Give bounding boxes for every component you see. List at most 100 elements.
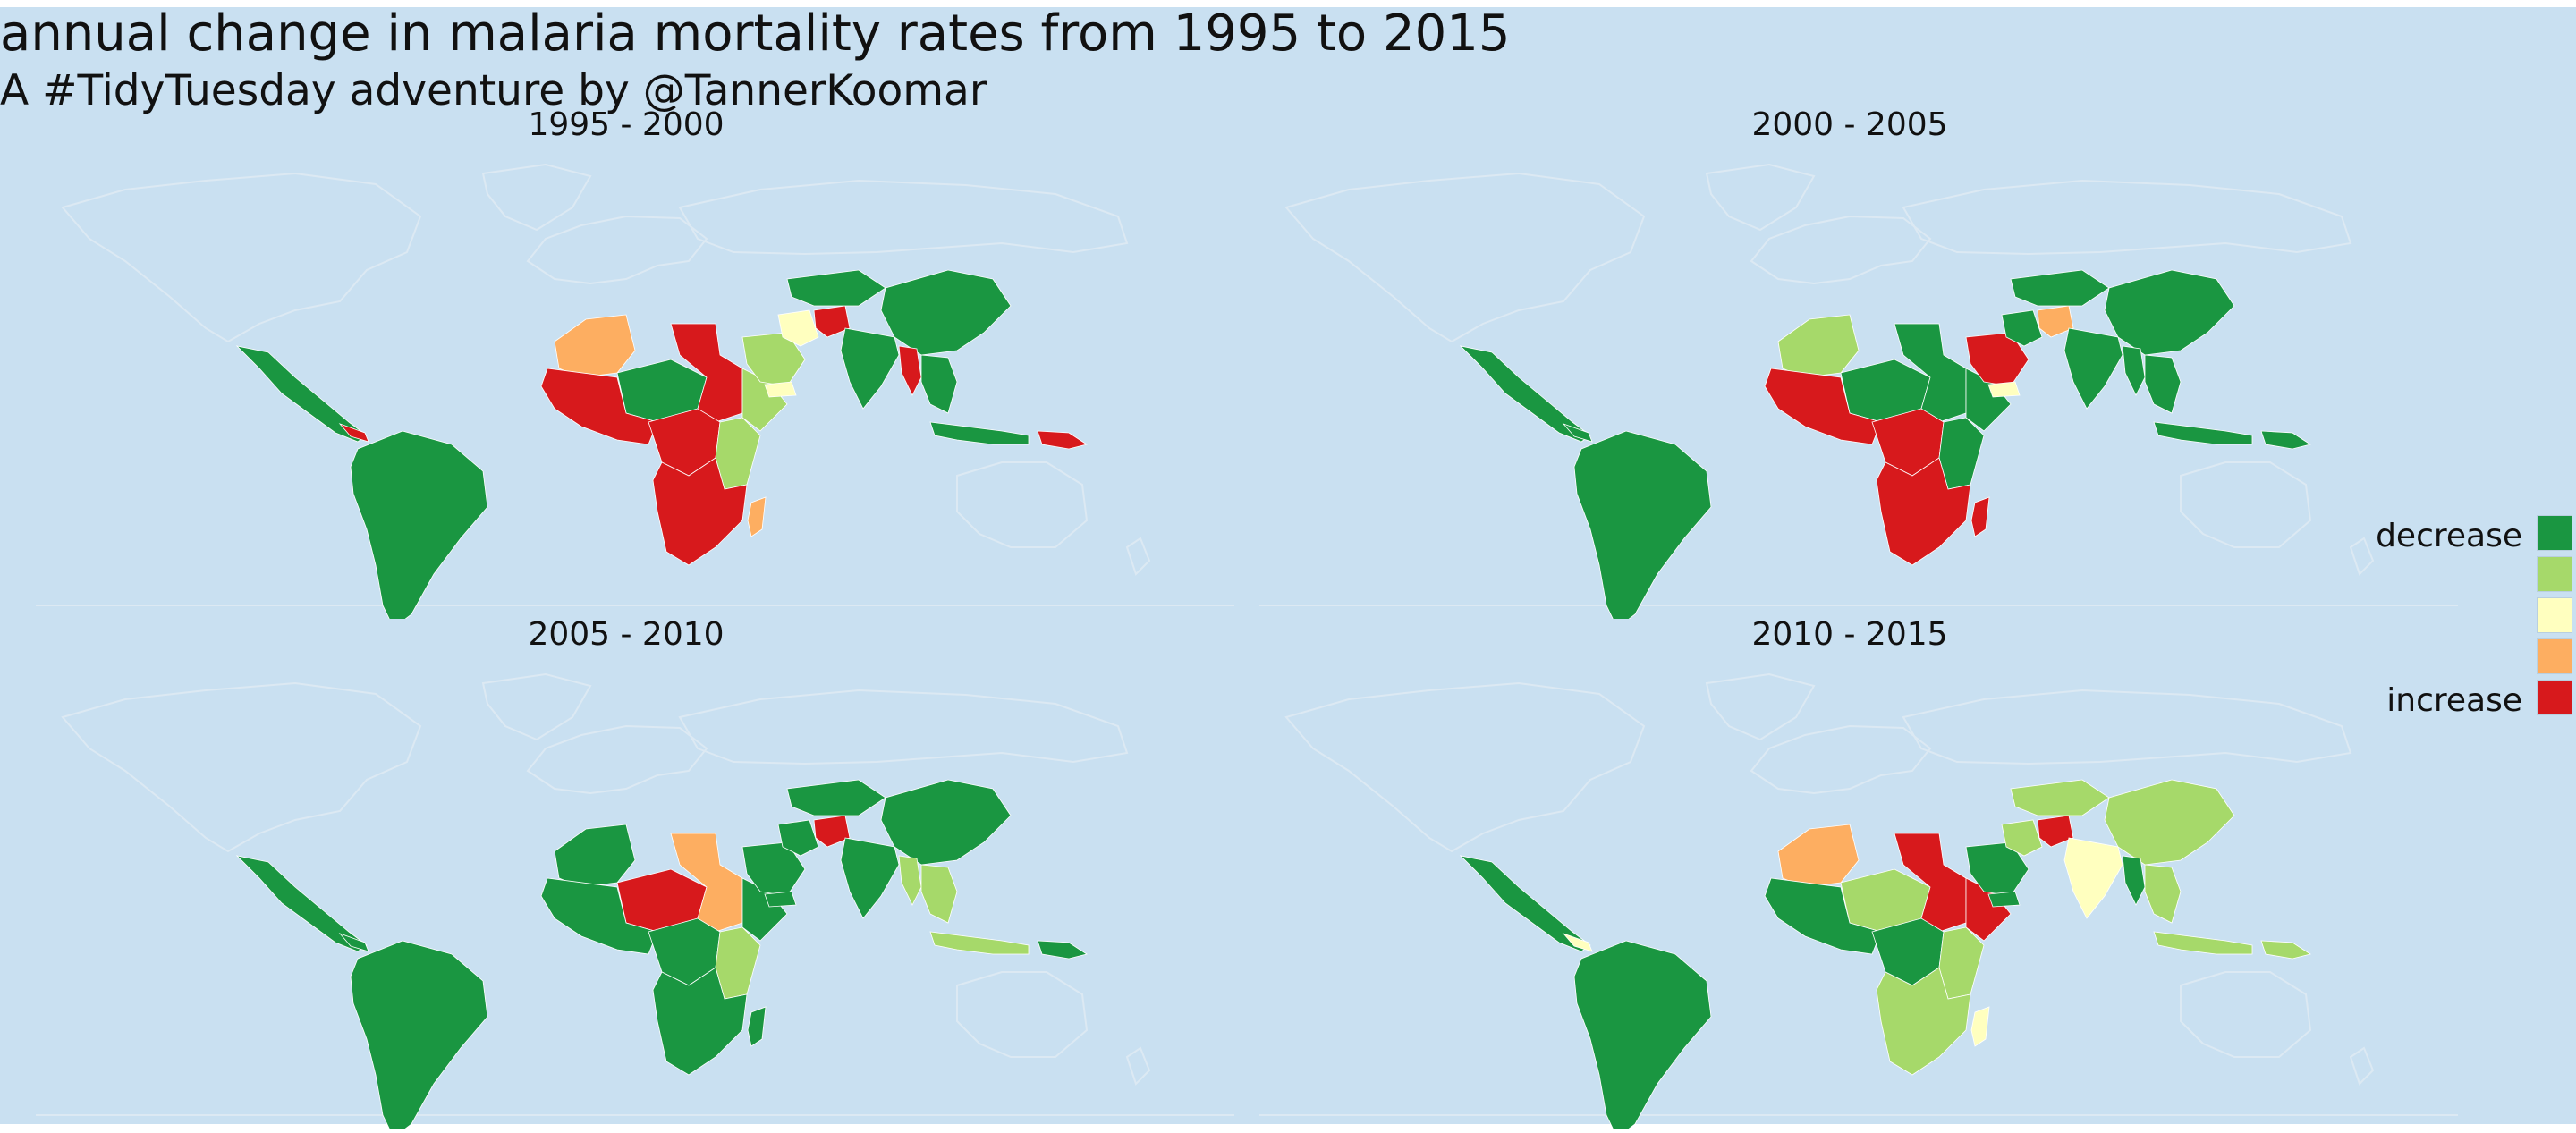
- region-india: [2063, 837, 2123, 919]
- region-indonesia: [929, 421, 1030, 445]
- region-china: [2104, 779, 2235, 866]
- region-china: [880, 779, 1012, 866]
- region-north-africa-w: [554, 824, 636, 888]
- region-east-africa: [715, 417, 761, 490]
- region-papua: [2260, 940, 2311, 960]
- region-yemen: [764, 381, 797, 398]
- greenland-outline: [481, 163, 592, 232]
- region-southeast-asia: [2144, 864, 2182, 924]
- europe-outline: [526, 215, 708, 285]
- region-iran: [2001, 819, 2043, 857]
- australia-outline: [2180, 461, 2312, 548]
- region-southern-africa: [1876, 967, 1971, 1076]
- north-america-outline: [1284, 681, 1646, 853]
- north-america-outline: [1284, 172, 1646, 343]
- region-central-asia: [786, 269, 886, 307]
- region-indonesia: [2153, 931, 2253, 955]
- north-america-outline: [61, 681, 422, 853]
- north-america-outline: [61, 172, 422, 343]
- new-zealand-outline: [2349, 1046, 2375, 1086]
- region-south-america: [350, 430, 488, 619]
- panel-2000-2005: 2000 - 2005: [1224, 109, 2476, 619]
- region-south-america: [350, 940, 488, 1129]
- region-indonesia: [929, 931, 1030, 955]
- new-zealand-outline: [1125, 537, 1151, 576]
- region-afghanistan: [2037, 815, 2074, 848]
- region-southern-africa: [652, 967, 748, 1076]
- region-iran: [777, 309, 819, 347]
- region-yemen: [764, 891, 797, 908]
- region-india: [2063, 327, 2123, 410]
- greenland-outline: [1705, 672, 1816, 741]
- region-myanmar: [2122, 855, 2146, 906]
- region-southeast-asia: [920, 864, 958, 924]
- legend-swatch-slight-increase: [2537, 638, 2572, 674]
- region-central-asia: [2010, 779, 2110, 816]
- region-papua: [1037, 940, 1088, 960]
- legend-label-decrease: decrease: [2376, 518, 2522, 554]
- russia-outline: [678, 179, 1129, 256]
- region-north-africa-w: [554, 314, 636, 378]
- world-map: [1259, 163, 2458, 619]
- region-southern-africa: [1876, 457, 1971, 566]
- region-west-africa: [1764, 368, 1882, 445]
- greenland-outline: [481, 672, 592, 741]
- chart-subtitle: A #TidyTuesday adventure by @TannerKooma…: [0, 66, 987, 115]
- panel-1995-2000: 1995 - 2000: [0, 109, 1252, 619]
- region-egypt-sudan: [670, 833, 743, 933]
- region-panama: [338, 933, 369, 952]
- region-south-america: [1573, 430, 1712, 619]
- region-panama: [1562, 423, 1593, 443]
- panel-title: 2005 - 2010: [528, 616, 724, 653]
- region-west-africa: [1764, 877, 1882, 955]
- region-west-africa: [540, 877, 658, 955]
- region-madagascar: [747, 496, 767, 537]
- europe-outline: [526, 724, 708, 795]
- europe-outline: [1750, 215, 1932, 285]
- region-east-africa: [715, 926, 761, 1000]
- panel-2010-2015: 2010 - 2015: [1224, 619, 2476, 1129]
- chart-title: annual change in malaria mortality rates…: [0, 4, 1511, 63]
- russia-outline: [1902, 179, 2352, 256]
- russia-outline: [1902, 689, 2352, 765]
- region-yemen: [1987, 891, 2021, 908]
- region-southeast-asia: [2144, 354, 2182, 414]
- region-egypt-sudan: [670, 323, 743, 423]
- region-india: [840, 327, 900, 410]
- legend-swatch-decrease: [2537, 515, 2572, 551]
- legend: decrease increase: [2326, 510, 2576, 724]
- region-east-africa: [1938, 926, 1985, 1000]
- region-panama: [1562, 933, 1593, 952]
- region-central-asia: [2010, 269, 2110, 307]
- region-yemen: [1987, 381, 2021, 398]
- greenland-outline: [1705, 163, 1816, 232]
- region-myanmar: [2122, 345, 2146, 396]
- panel-2005-2010: 2005 - 2010: [0, 619, 1252, 1129]
- region-north-africa-w: [1777, 824, 1860, 888]
- new-zealand-outline: [1125, 1046, 1151, 1086]
- world-map: [1259, 672, 2458, 1129]
- russia-outline: [678, 689, 1129, 765]
- region-afghanistan: [2037, 305, 2074, 338]
- legend-swatch-slight-decrease: [2537, 556, 2572, 592]
- australia-outline: [2180, 971, 2312, 1058]
- legend-swatch-increase: [2537, 680, 2572, 715]
- region-india: [840, 837, 900, 919]
- australia-outline: [956, 461, 1089, 548]
- region-iran: [777, 819, 819, 857]
- region-china: [2104, 269, 2235, 356]
- world-map: [36, 672, 1234, 1129]
- region-china: [880, 269, 1012, 356]
- region-myanmar: [898, 345, 922, 396]
- region-indonesia: [2153, 421, 2253, 445]
- region-southern-africa: [652, 457, 748, 566]
- region-central-asia: [786, 779, 886, 816]
- australia-outline: [956, 971, 1089, 1058]
- region-east-africa: [1938, 417, 1985, 490]
- region-afghanistan: [813, 305, 851, 338]
- legend-swatch-no-change: [2537, 597, 2572, 633]
- region-iran: [2001, 309, 2043, 347]
- region-southeast-asia: [920, 354, 958, 414]
- region-madagascar: [747, 1006, 767, 1047]
- world-map: [36, 163, 1234, 619]
